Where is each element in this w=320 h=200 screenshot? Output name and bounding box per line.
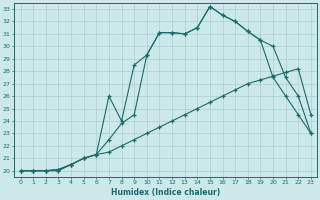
X-axis label: Humidex (Indice chaleur): Humidex (Indice chaleur) (111, 188, 220, 197)
